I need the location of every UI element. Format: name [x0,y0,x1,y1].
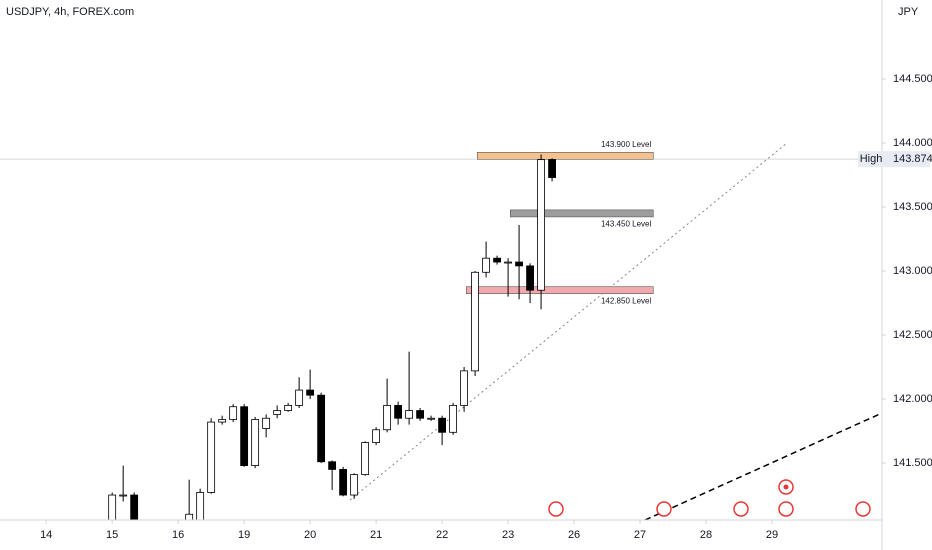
trend-line [644,412,882,520]
y-tick-label: 142.500 [893,329,932,341]
chart-title: USDJPY, 4h, FOREX.com [6,6,134,18]
candle-body [240,406,249,466]
x-tick-label: 23 [502,529,514,541]
candle-body [449,405,457,433]
x-tick-label: 26 [568,529,580,541]
level-band [465,286,654,295]
candle-body [251,419,260,466]
candle-body [317,394,326,463]
candle-body [295,389,304,406]
x-tick-label: 15 [106,529,118,541]
plot-area: 143.900 Level 143.450 Level 142.850 Level [0,140,882,520]
event-icon [778,501,794,517]
x-tick-label: 29 [766,529,778,541]
event-icons [548,479,871,517]
y-axis-label: JPY [898,6,919,18]
candle-body [328,461,337,470]
candle-body [372,429,381,443]
event-icon-dot [783,484,789,490]
candle-body [537,159,545,291]
candle-body [471,271,479,372]
candle-body [196,492,205,520]
candle-body [306,389,315,396]
level-label: 143.900 Level [601,140,651,149]
level-label: 142.850 Level [601,296,651,305]
y-tick-label: 141.500 [893,457,932,469]
high-value-label: 143.874 [893,153,932,165]
event-icon [548,501,564,517]
y-tick-label: 143.500 [893,201,932,213]
high-label-bg [858,151,884,168]
candle-body [427,417,436,420]
trend-line [349,142,788,501]
x-tick-label: 22 [436,529,448,541]
candle-body [218,419,227,423]
event-icon [855,501,871,517]
x-tick-label: 27 [634,529,646,541]
candle-body [130,494,139,520]
candle-body [207,421,216,493]
candle-body [416,410,425,419]
y-tick-label: 144.500 [893,73,932,85]
x-tick-label: 20 [304,529,316,541]
candle-body [405,410,414,419]
candle-body [383,405,392,431]
x-tick-label: 28 [700,529,712,541]
candle-body [460,370,468,406]
y-tick-label: 142.000 [893,393,932,405]
y-tick-label: 143.000 [893,265,932,277]
candle-body [350,474,359,496]
high-value-bg [884,151,930,168]
level-band [509,209,654,218]
event-icon [733,501,749,517]
candle-body [273,410,282,415]
level-label: 143.450 Level [601,220,651,229]
y-tick-label: 144.000 [893,137,932,149]
event-icon [656,501,672,517]
candle-body [493,257,501,263]
candle-body [119,494,128,497]
candle-body [108,494,117,520]
high-label: High [860,153,883,165]
candle-body [438,417,446,433]
candle-body [394,405,403,419]
candle-body [515,261,523,267]
x-tick-label: 21 [370,529,382,541]
candle-body [339,469,348,496]
candle-body [548,159,556,178]
candle-body [504,261,512,264]
candle-body [185,513,194,520]
x-tick-label: 14 [40,529,52,541]
candle-body [482,257,490,273]
candle-body [229,406,238,420]
x-tick-label: 16 [172,529,184,541]
level-band [476,151,654,160]
x-tick-label: 19 [238,529,250,541]
candle-body [262,417,271,429]
candle-body [284,405,293,411]
candle-body [526,265,534,291]
candle-body [361,442,370,475]
